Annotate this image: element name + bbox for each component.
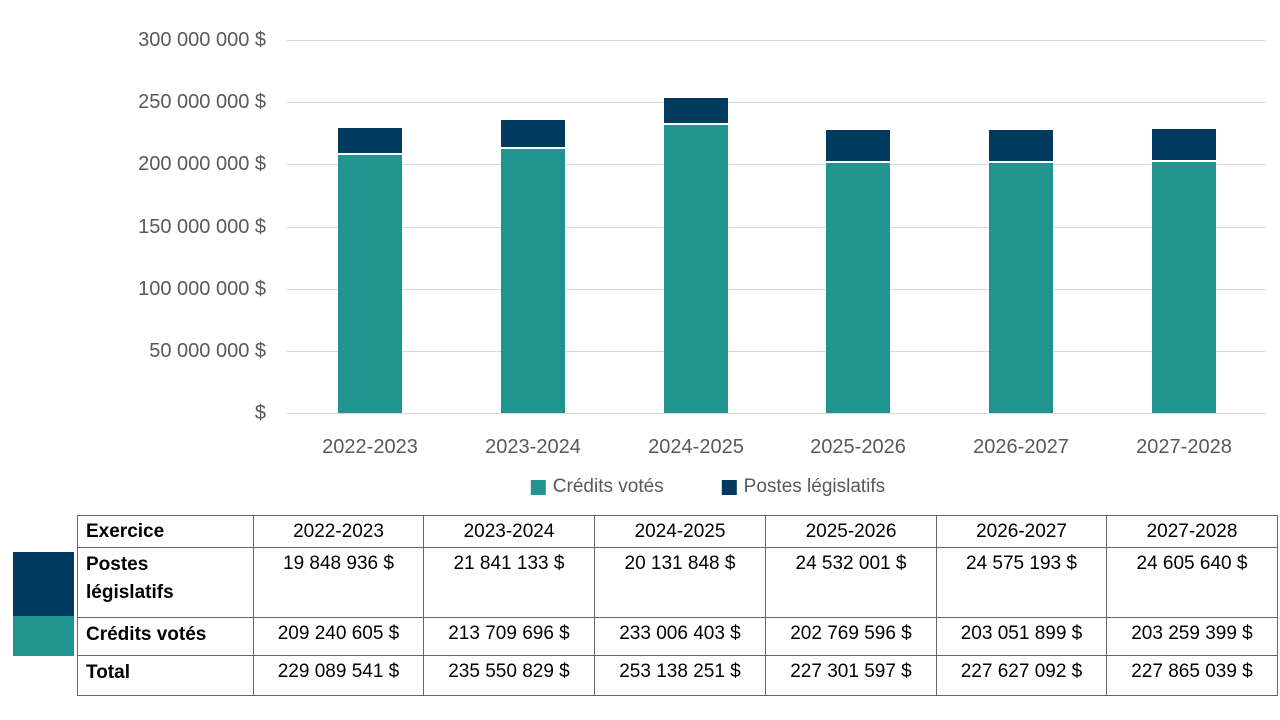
legend-swatch-icon [530, 479, 546, 495]
bar-segment-credits-votes [664, 125, 728, 413]
x-tick-label: 2022-2023 [322, 436, 418, 458]
gridline [287, 227, 1266, 228]
bar-2027-2028 [1152, 129, 1216, 413]
y-tick-label: 50 000 000 $ [149, 340, 266, 362]
bar-segment-postes-legislatifs [989, 130, 1053, 161]
table-row: Postes législatifs 19 848 936 $21 841 133… [77, 547, 1278, 618]
x-tick-label: 2026-2027 [973, 436, 1069, 458]
bar-2024-2025 [664, 98, 728, 413]
bar-segment-postes-legislatifs [338, 128, 402, 153]
table-header-year: 2024-2025 [594, 515, 766, 548]
table-cell-value: 229 089 541 $ [253, 655, 424, 696]
bar-segment-postes-legislatifs [1152, 129, 1216, 160]
bar-segment-credits-votes [338, 155, 402, 413]
row-color-swatch [13, 552, 74, 616]
bar-segment-separator [989, 161, 1053, 163]
table-header-year: 2025-2026 [765, 515, 937, 548]
x-tick-label: 2023-2024 [485, 436, 581, 458]
table-row-label: Crédits votés [77, 617, 254, 656]
table-cell-value: 24 575 193 $ [936, 547, 1107, 618]
legend-label: Crédits votés [552, 476, 664, 497]
bar-segment-separator [338, 153, 402, 155]
legend-label: Postes législatifs [743, 476, 886, 497]
table-row-label: Total [77, 655, 254, 696]
y-tick-label: $ [254, 402, 266, 424]
gridline [287, 164, 1266, 165]
bar-segment-credits-votes [826, 163, 890, 413]
table-cell-value: 227 301 597 $ [765, 655, 937, 696]
gridline [287, 351, 1266, 352]
table-cell-value: 202 769 596 $ [765, 617, 937, 656]
y-tick-label: 150 000 000 $ [138, 216, 266, 238]
table-cell-value: 233 006 403 $ [594, 617, 766, 656]
y-tick-label: 200 000 000 $ [138, 153, 266, 175]
bar-segment-separator [501, 147, 565, 149]
bar-2026-2027 [989, 130, 1053, 413]
table-header-year: 2022-2023 [253, 515, 424, 548]
budget-table: Exercice 2022-2023 2023-2024 2024-2025 2025-… [77, 515, 1278, 696]
table-cell-value: 253 138 251 $ [594, 655, 766, 696]
bar-2025-2026 [826, 130, 890, 413]
x-tick-label: 2027-2028 [1136, 436, 1232, 458]
table-row-label: Postes législatifs [77, 547, 254, 618]
bar-segment-postes-legislatifs [826, 130, 890, 161]
y-tick-label: 300 000 000 $ [138, 29, 266, 51]
bar-segment-credits-votes [1152, 162, 1216, 413]
legend-item: Crédits votés [530, 476, 664, 498]
legend-swatch-icon [721, 479, 737, 495]
table-cell-value: 209 240 605 $ [253, 617, 424, 656]
gridline [287, 102, 1266, 103]
table-cell-value: 24 532 001 $ [765, 547, 937, 618]
table-cell-value: 203 259 399 $ [1106, 617, 1278, 656]
gridline [287, 413, 1266, 414]
table-row: Crédits votés 209 240 605 $213 709 696 $2… [77, 617, 1278, 656]
bar-segment-separator [664, 123, 728, 125]
table-cell-value: 213 709 696 $ [423, 617, 595, 656]
y-tick-label: 250 000 000 $ [138, 91, 266, 113]
bar-2022-2023 [338, 128, 402, 413]
table-cell-value: 24 605 640 $ [1106, 547, 1278, 618]
chart-legend: Crédits votés Postes législatifs [530, 476, 886, 498]
table-header-year: 2027-2028 [1106, 515, 1278, 548]
table-cell-value: 20 131 848 $ [594, 547, 766, 618]
row-color-swatch [13, 616, 74, 656]
bar-segment-postes-legislatifs [501, 120, 565, 147]
table-cell-value: 19 848 936 $ [253, 547, 424, 618]
x-tick-label: 2025-2026 [810, 436, 906, 458]
y-tick-label: 100 000 000 $ [138, 278, 266, 300]
bar-segment-credits-votes [501, 149, 565, 413]
table-header-year: 2026-2027 [936, 515, 1107, 548]
bar-segment-postes-legislatifs [664, 98, 728, 123]
gridline [287, 40, 1266, 41]
x-tick-label: 2024-2025 [648, 436, 744, 458]
bar-segment-separator [1152, 160, 1216, 162]
bar-segment-credits-votes [989, 163, 1053, 413]
table-header-year: 2023-2024 [423, 515, 595, 548]
table-cell-value: 21 841 133 $ [423, 547, 595, 618]
gridline [287, 289, 1266, 290]
legend-item: Postes législatifs [721, 476, 886, 498]
table-cell-value: 203 051 899 $ [936, 617, 1107, 656]
table-cell-value: 235 550 829 $ [423, 655, 595, 696]
table-header-exercice: Exercice [77, 515, 254, 548]
table-row: Total 229 089 541 $235 550 829 $253 138 2… [77, 655, 1278, 696]
bar-2023-2024 [501, 120, 565, 413]
table-cell-value: 227 627 092 $ [936, 655, 1107, 696]
bar-segment-separator [826, 161, 890, 163]
table-cell-value: 227 865 039 $ [1106, 655, 1278, 696]
